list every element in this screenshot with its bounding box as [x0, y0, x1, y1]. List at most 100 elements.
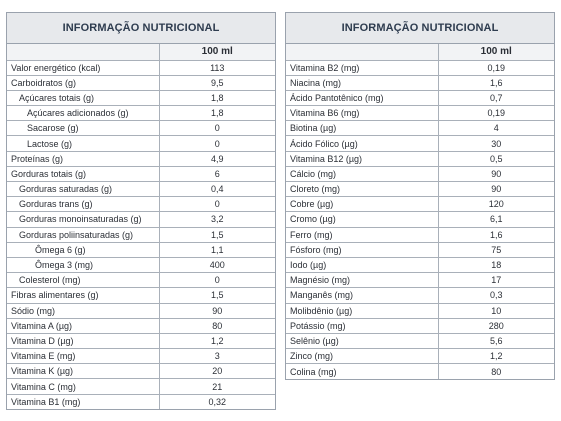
table-row: Açúcares adicionados (g) 1,8: [7, 105, 275, 122]
table-title: INFORMAÇÃO NUTRICIONAL: [286, 13, 554, 44]
nutrient-value: 0: [159, 272, 275, 289]
nutrient-value: 9,5: [159, 75, 275, 91]
table-row: Sacarose (g) 0: [7, 120, 275, 137]
table-row: Molibdênio (µg) 10: [286, 303, 554, 319]
nutrient-value: 90: [159, 303, 275, 319]
nutrient-value: 280: [438, 318, 554, 334]
table-row: Ferro (mg) 1,6: [286, 227, 554, 243]
nutrient-name: Açúcares adicionados (g): [7, 105, 160, 122]
table-row: Fósforo (mg) 75: [286, 242, 554, 258]
table-row: Cloreto (mg) 90: [286, 181, 554, 198]
nutrient-name: Carboidratos (g): [7, 75, 160, 91]
nutrient-value: 75: [438, 242, 554, 258]
table-row: Biotina (µg) 4: [286, 120, 554, 137]
nutrient-value: 80: [491, 366, 502, 377]
table-body: Valor energético (kcal) 113 Carboidratos (…: [7, 60, 275, 410]
nutrient-value: 0,5: [438, 151, 554, 167]
nutrient-value: 80: [159, 318, 275, 334]
nutrient-value: 0,3: [438, 287, 554, 304]
header-row: 100 ml: [286, 44, 554, 61]
table-title: INFORMAÇÃO NUTRICIONAL: [7, 13, 275, 44]
nutrient-value: 6: [159, 166, 275, 183]
table-row: Gorduras trans (g) 0: [7, 196, 275, 213]
nutrient-name: Niacina (mg): [286, 75, 439, 91]
table-row: Vitamina B2 (mg) 0,19: [286, 60, 554, 76]
table-row: Ácido Pantotênico (mg) 0,7: [286, 90, 554, 107]
nutrient-name: Vitamina A (µg): [7, 318, 160, 334]
nutrient-header: [7, 44, 160, 61]
nutrient-value: 90: [438, 181, 554, 198]
nutrient-name: Zinco (mg): [286, 348, 439, 365]
table-row: Vitamina D (µg) 1,2: [7, 333, 275, 350]
table-row: Niacina (mg) 1,6: [286, 75, 554, 91]
nutrient-name: Colina (mg): [286, 363, 439, 379]
nutrient-value: 0,7: [438, 90, 554, 107]
nutrient-name: Sacarose (g): [7, 120, 160, 137]
table-row: Proteínas (g) 4,9: [7, 151, 275, 167]
nutrient-name: Gorduras monoinsaturadas (g): [7, 211, 160, 228]
nutrient-value: 0: [159, 120, 275, 137]
table-row: Ômega 3 (mg) 400: [7, 257, 275, 274]
table-row: Ômega 6 (g) 1,1: [7, 242, 275, 258]
nutrient-name: Manganês (mg): [286, 287, 439, 304]
nutrient-value: 17: [438, 272, 554, 289]
serving-header: 100 ml: [438, 44, 554, 61]
nutrient-name: Lactose (g): [7, 135, 160, 152]
table-row: Vitamina B6 (mg) 0,19: [286, 105, 554, 122]
table-row: Cálcio (mg) 90: [286, 166, 554, 183]
table-row: Lactose (g) 0: [7, 135, 275, 152]
nutrient-value: 3,2: [159, 211, 275, 228]
table-row: Carboidratos (g) 9,5: [7, 75, 275, 91]
table-row: Ácido Fólico (µg) 30: [286, 135, 554, 152]
nutrient-name: Cloreto (mg): [286, 181, 439, 198]
nutrient-value: 3: [159, 348, 275, 365]
table-row: Vitamina E (mg) 3: [7, 348, 275, 365]
table-row: Cromo (µg) 6,1: [286, 211, 554, 228]
nutrient-value: 18: [438, 257, 554, 274]
nutrient-value: 1,8: [159, 105, 275, 122]
table-row: Iodo (µg) 18: [286, 257, 554, 274]
nutrient-name: Proteínas (g): [7, 151, 160, 167]
nutrition-table-right: INFORMAÇÃO NUTRICIONAL 100 ml Vitamina B…: [285, 12, 555, 380]
table-row: Vitamina B12 (µg) 0,5: [286, 151, 554, 167]
table-row: Potássio (mg) 280: [286, 318, 554, 334]
table-body: Vitamina B2 (mg) 0,19 Niacina (mg) 1,6 Ácido…: [286, 60, 554, 379]
nutrition-table: 100 ml Valor energético (kcal) 113 Carboid…: [7, 44, 275, 410]
nutrient-value: 21: [159, 378, 275, 395]
table-row: Vitamina A (µg) 80: [7, 318, 275, 334]
nutrient-value: 4: [438, 120, 554, 137]
nutrient-value: 0,4: [159, 181, 275, 198]
nutrient-value: 1,8: [159, 90, 275, 107]
nutrient-value: 0,19: [438, 105, 554, 122]
table-row: Vitamina C (mg) 21: [7, 378, 275, 395]
table-row: Cobre (µg) 120: [286, 196, 554, 213]
table-row: Açúcares totais (g) 1,8: [7, 90, 275, 107]
nutrient-header: [286, 44, 439, 61]
nutrient-name: Ômega 3 (mg): [7, 257, 160, 274]
nutrient-name: Gorduras trans (g): [7, 196, 160, 213]
nutrient-name: Açúcares totais (g): [7, 90, 160, 107]
nutrient-name: Iodo (µg): [286, 257, 439, 274]
nutrition-table: 100 ml Vitamina B2 (mg) 0,19 Niacina (mg) 1…: [286, 44, 554, 379]
nutrient-name: Selênio (µg): [286, 333, 439, 350]
nutrient-name: Vitamina B12 (µg): [286, 151, 439, 167]
nutrient-value: 1,2: [438, 348, 554, 365]
nutrient-value: 10: [438, 303, 554, 319]
nutrient-value: 30: [438, 135, 554, 152]
nutrient-value: 0,32: [208, 396, 227, 407]
nutrient-value: 90: [438, 166, 554, 183]
nutrient-value: 1,6: [438, 75, 554, 91]
nutrient-name: Cromo (µg): [286, 211, 439, 228]
nutrient-name: Ferro (mg): [286, 227, 439, 243]
table-row: Magnésio (mg) 17: [286, 272, 554, 289]
nutrient-name: Cálcio (mg): [286, 166, 439, 183]
nutrient-value: 113: [159, 60, 275, 76]
nutrient-value: 1,6: [438, 227, 554, 243]
nutrient-name: Magnésio (mg): [286, 272, 439, 289]
table-row: Vitamina B1 (mg) 0,32: [7, 394, 275, 410]
table-row: Gorduras monoinsaturadas (g) 3,2: [7, 211, 275, 228]
nutrient-value: 6,1: [438, 211, 554, 228]
nutrient-value: 400: [159, 257, 275, 274]
nutrient-name: Fibras alimentares (g): [7, 287, 160, 304]
nutrient-name: Potássio (mg): [286, 318, 439, 334]
